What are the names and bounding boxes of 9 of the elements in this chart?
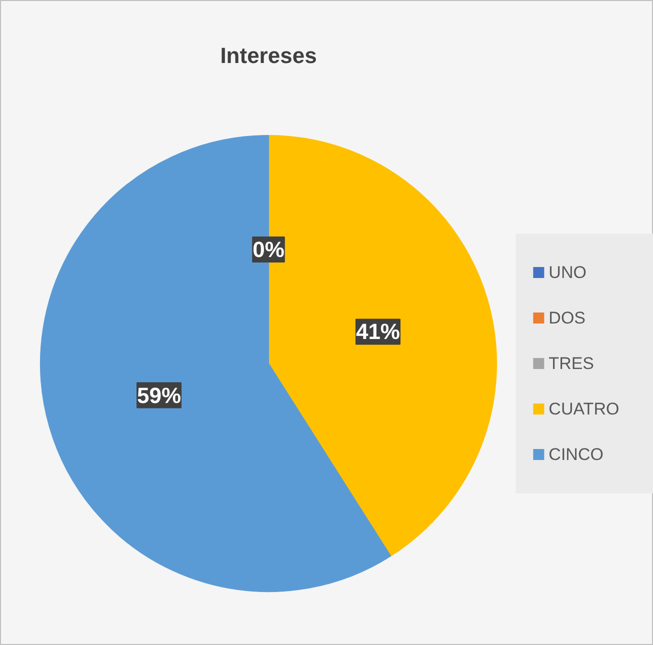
legend-label: UNO [548, 263, 586, 282]
data-label: 59% [137, 382, 182, 408]
chart-title: Intereses [220, 43, 317, 68]
legend-label: CINCO [548, 445, 604, 464]
data-label: 41% [356, 319, 400, 344]
legend-label: CUATRO [548, 400, 620, 418]
legend-label: TRES [548, 354, 594, 373]
legend-label: DOS [548, 308, 586, 328]
text: 0% [252, 237, 284, 262]
